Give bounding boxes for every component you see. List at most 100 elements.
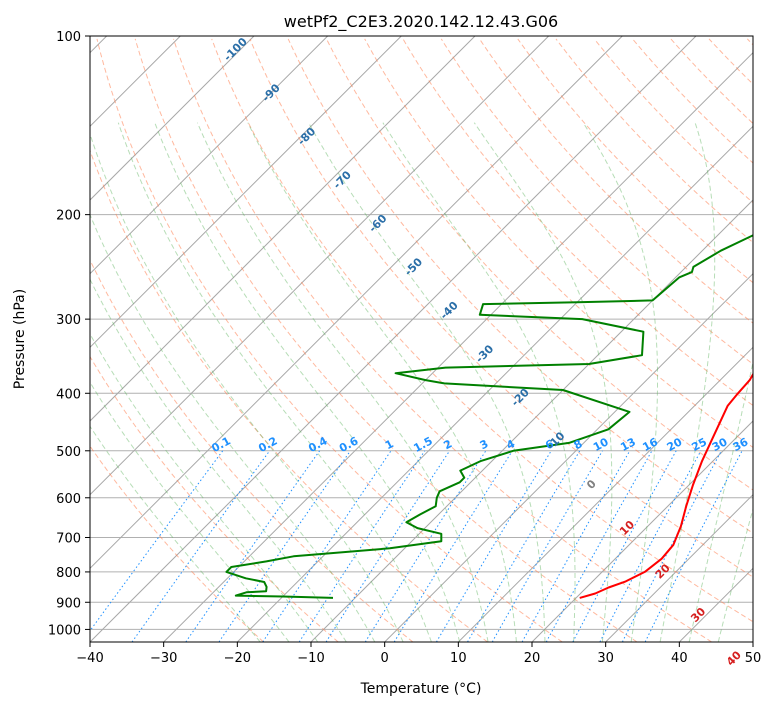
dry-adiabat-line: [440, 38, 753, 365]
mixing-ratio-line: [90, 450, 224, 632]
y-tick-label: 500: [56, 445, 81, 460]
moist-adiabat-line: [154, 122, 461, 642]
moist-adiabat-line: [582, 122, 658, 642]
dry-adiabat-line: [90, 355, 339, 642]
dry-adiabat-line: [134, 38, 638, 642]
isotherm-line: [457, 346, 753, 642]
isotherm-line: [90, 36, 550, 496]
dry-adiabat-line: [364, 38, 753, 448]
mixing-ratio-line: [131, 450, 271, 642]
mixing-ratio-line: [435, 450, 552, 642]
x-tick-label: 10: [450, 651, 467, 666]
dry-adiabat-line: [90, 259, 414, 642]
isotherm-line: [90, 36, 255, 201]
dry-adiabat-line: [593, 38, 753, 204]
sounding-profiles: [225, 234, 753, 599]
y-axis-label: Pressure (hPa): [12, 289, 28, 389]
dewpoint-profile-line: [225, 234, 753, 599]
isotherm-line: [236, 125, 753, 642]
moist-adiabat-line: [90, 132, 404, 642]
moist-adiabat-line: [308, 122, 546, 642]
x-tick-label: −40: [76, 651, 103, 666]
mixing-ratio-line: [572, 450, 677, 642]
moist-adiabat-line: [90, 332, 319, 642]
x-tick-label: 40: [671, 651, 688, 666]
isotherm-line: [384, 272, 753, 642]
mixing-ratio-line: [364, 450, 487, 642]
dry-adiabat-line: [326, 38, 753, 491]
dry-adiabat-line: [479, 38, 753, 324]
dry-adiabat-line: [211, 38, 753, 623]
y-tick-label: 600: [56, 492, 81, 507]
mixing-ratio-line: [262, 450, 392, 642]
dry-adiabat-line: [249, 38, 753, 578]
x-tick-label: 0: [381, 651, 389, 666]
mixing-ratio-label: 10: [591, 435, 611, 454]
dry-adiabat-line: [517, 38, 753, 284]
moist-adiabat-line: [90, 213, 376, 642]
x-tick-label: −20: [224, 651, 251, 666]
mixing-ratio-line: [521, 450, 631, 642]
moist-adiabat-line: [90, 278, 347, 642]
isotherm-line: [90, 36, 623, 570]
dry-adiabat-line: [96, 38, 563, 642]
y-tick-label: 100: [56, 30, 81, 45]
mixing-ratio-lines: [90, 450, 743, 642]
y-tick-label: 700: [56, 532, 81, 547]
moist-adiabat-line: [117, 122, 432, 642]
mixing-ratio-line: [185, 450, 321, 642]
grid: [90, 36, 753, 642]
mixing-ratio-line: [218, 450, 351, 642]
x-tick-label: 50: [745, 651, 762, 666]
moist-adiabat-line: [473, 122, 613, 642]
y-tick-label: 1000: [48, 623, 81, 638]
isotherm-line: [90, 36, 329, 275]
isotherm-line: [90, 36, 697, 642]
mixing-ratio-label: 30: [710, 435, 730, 454]
moist-adiabat-line: [90, 425, 261, 642]
mixing-ratio-label: 16: [640, 435, 660, 454]
isotherm-line: [163, 51, 753, 642]
x-tick-label: 20: [524, 651, 541, 666]
y-tick-label: 200: [56, 209, 81, 224]
mixing-ratio-label: 36: [731, 435, 751, 454]
isotherm-line: [90, 36, 402, 349]
mixing-ratio-label: 13: [618, 435, 638, 454]
dry-adiabat-line: [90, 149, 488, 642]
mixing-ratio-line: [599, 450, 702, 642]
moist-adiabat-line: [90, 381, 290, 642]
moist-adiabat-line: [247, 122, 517, 642]
mixing-ratio-line: [644, 450, 743, 642]
x-axis-label: Temperature (°C): [360, 681, 482, 697]
mixing-ratio-label: 20: [665, 435, 685, 454]
isotherm-line: [531, 420, 753, 642]
dry-adiabat-line: [632, 38, 753, 164]
mixing-ratio-line: [545, 450, 653, 642]
mixing-ratio-line: [298, 450, 426, 642]
moist-adiabat-line: [659, 122, 716, 642]
x-tick-label: −10: [297, 651, 324, 666]
isotherm-line: [90, 36, 476, 422]
moist-adiabat-line: [382, 122, 576, 642]
isotherm-line: [605, 493, 753, 642]
dry-adiabat-line: [402, 38, 753, 407]
temperature-profile-line: [579, 372, 753, 599]
moist-adiabat-line: [688, 360, 753, 642]
axes: −40 −30 −20 −10 0 10 20 30 40 50 1000 900 800 700 600 5…: [48, 30, 761, 666]
x-tick-label: −30: [150, 651, 177, 666]
mixing-ratio-label: 25: [689, 435, 709, 454]
dry-adiabat-line: [287, 38, 753, 534]
x-tick-label: 30: [597, 651, 614, 666]
y-tick-label: 900: [56, 596, 81, 611]
mixing-ratio-line: [325, 450, 451, 642]
moist-adiabat-line: [717, 507, 753, 642]
moist-adiabats: [90, 122, 753, 642]
plot-frame: [89, 35, 754, 643]
y-tick-label: 300: [56, 313, 81, 328]
dry-adiabat-line: [173, 38, 712, 642]
chart-title: wetPf2_C2E3.2020.142.12.43.G06: [284, 12, 558, 32]
dry-adiabats: [90, 38, 753, 642]
y-tick-label: 400: [56, 387, 81, 402]
